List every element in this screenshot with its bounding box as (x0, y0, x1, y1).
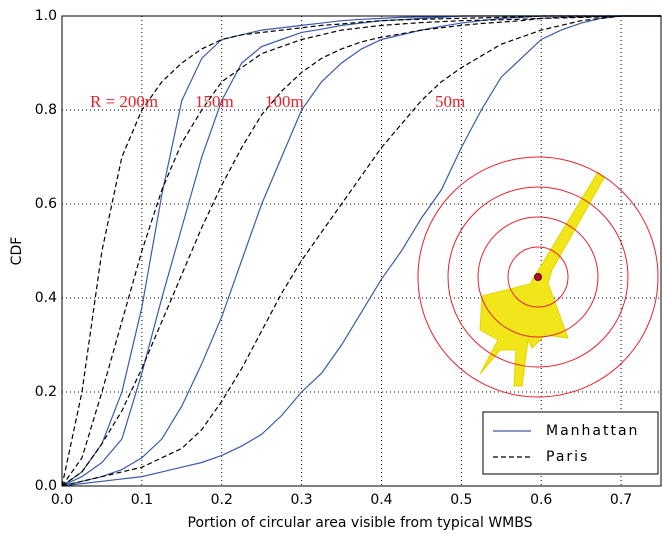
legend-box (482, 411, 659, 475)
x-tick-label: 0.6 (530, 492, 552, 508)
x-tick-label: 0.7 (610, 492, 632, 508)
x-tick-label: 0.2 (211, 492, 233, 508)
curve-annotation: 100m (265, 92, 304, 111)
x-tick-label: 0.5 (450, 492, 472, 508)
y-axis-label: CDF (9, 237, 25, 266)
curve-annotation: 150m (195, 92, 234, 111)
y-tick-label: 0.8 (35, 102, 57, 118)
legend-label: Paris (546, 449, 589, 465)
x-tick-label: 0.4 (370, 492, 392, 508)
cdf-line (61, 15, 661, 487)
x-tick-label: 0.3 (290, 492, 312, 508)
radius-circle (507, 246, 569, 308)
y-tick-label: 0.0 (35, 478, 57, 494)
x-axis-label: Portion of circular area visible from ty… (188, 515, 533, 531)
radius-circle (447, 186, 629, 368)
x-tick-label: 0.1 (131, 492, 153, 508)
inset-diagram (417, 156, 659, 398)
plot-frame (61, 15, 662, 487)
y-tick-label: 0.2 (35, 384, 57, 400)
cdf-line (61, 15, 661, 487)
y-tick-label: 1.0 (35, 8, 57, 24)
radius-circle (417, 156, 659, 398)
curve-annotation: 50m (435, 92, 465, 111)
x-tick-label: 0.0 (51, 492, 73, 508)
visible-area (479, 171, 605, 387)
wmbs-point (534, 273, 542, 281)
curve-annotation: R = 200m (90, 92, 158, 111)
cdf-line (61, 15, 661, 487)
legend-label: Manhattan (546, 423, 639, 439)
y-tick-label: 0.4 (35, 290, 57, 306)
radius-circle (477, 216, 599, 338)
cdf-line (61, 15, 661, 487)
y-tick-label: 0.6 (35, 196, 57, 212)
